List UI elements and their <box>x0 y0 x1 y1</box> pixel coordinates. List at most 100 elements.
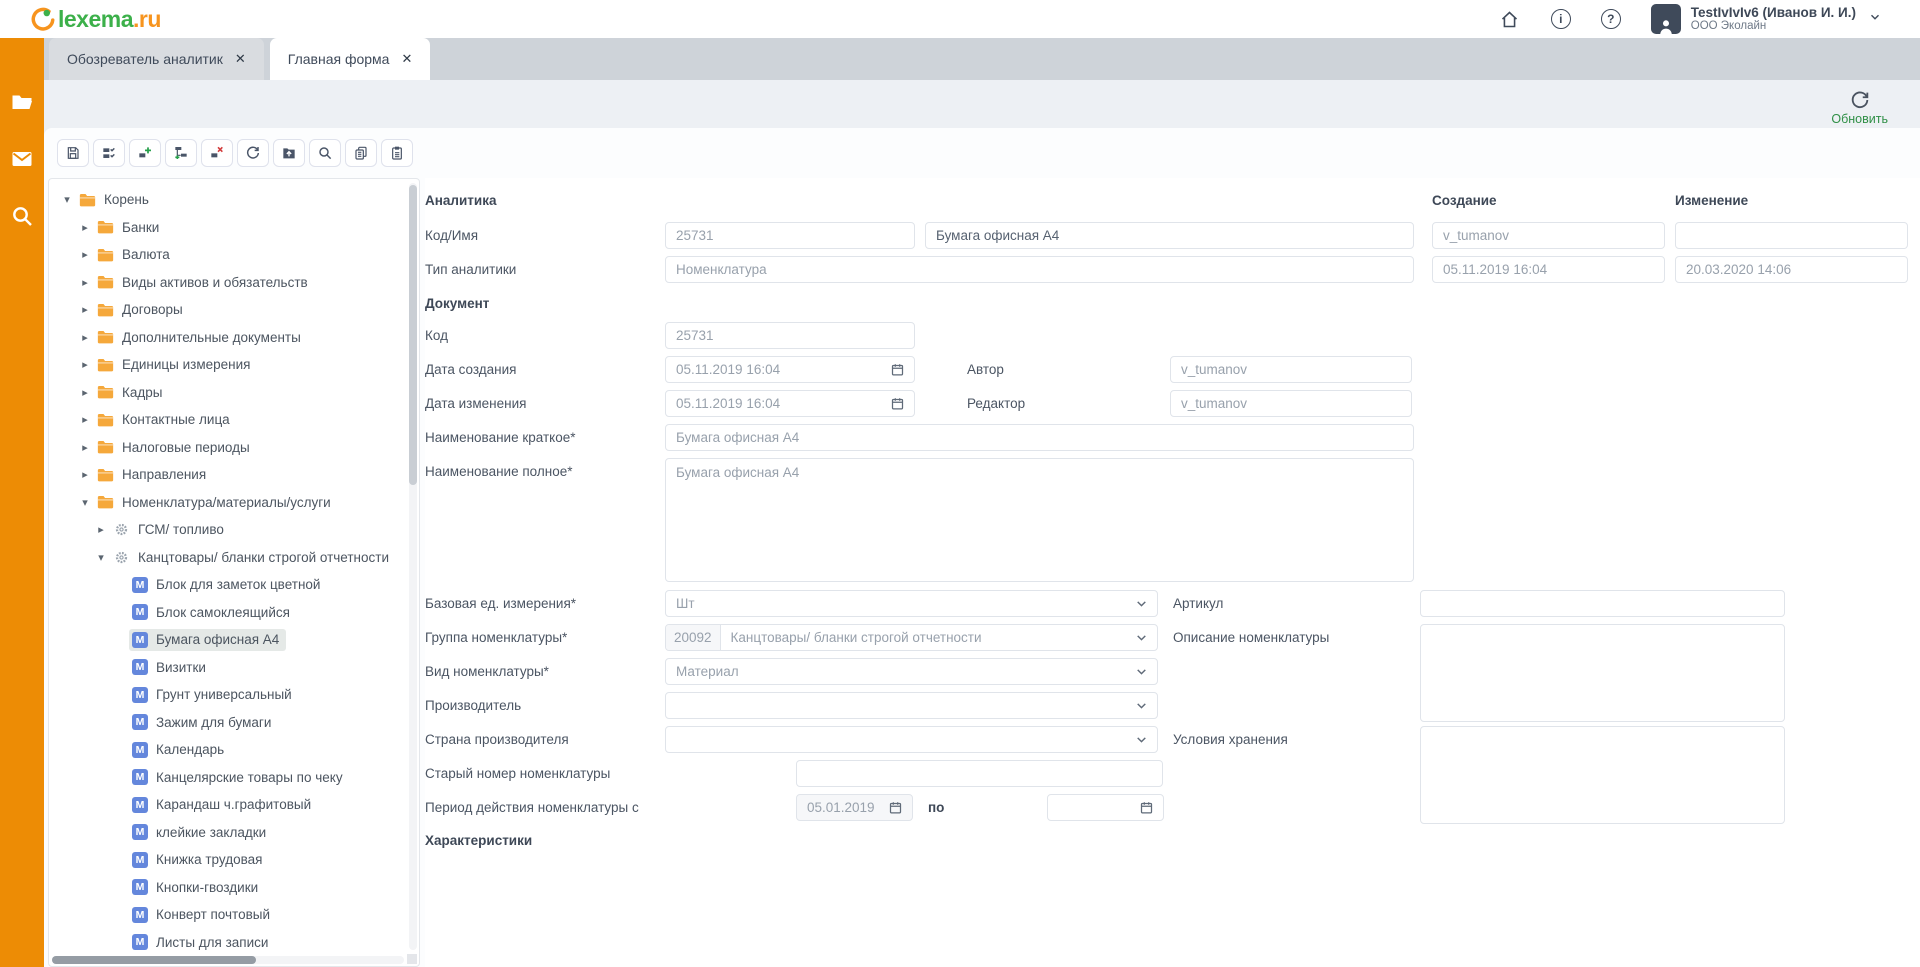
short-name-input[interactable] <box>666 425 1413 450</box>
expander-icon[interactable]: ▸ <box>82 249 88 262</box>
created-by-input[interactable] <box>1433 223 1664 248</box>
expander-icon[interactable]: ▾ <box>64 194 70 207</box>
expander-icon[interactable]: ▸ <box>82 469 88 482</box>
expander-icon[interactable]: ▸ <box>82 386 88 399</box>
full-name-textarea[interactable]: Бумага офисная А4 <box>665 458 1414 582</box>
lexema-logo[interactable]: lexema.ru <box>30 6 161 33</box>
tree-item[interactable]: M Бумага офисная А4 <box>49 626 419 654</box>
calendar-icon[interactable] <box>890 396 905 411</box>
tree-item[interactable]: ▸ Валюта <box>49 241 419 269</box>
tree-item[interactable]: ▾ Корень <box>49 186 419 214</box>
chevron-down-icon[interactable] <box>1135 597 1148 610</box>
expander-icon[interactable]: ▸ <box>82 441 88 454</box>
tree-item[interactable]: M Блок самоклеящийся <box>49 599 419 627</box>
refresh-button[interactable]: Обновить <box>1831 89 1888 126</box>
chevron-down-icon[interactable] <box>1135 665 1148 678</box>
expander-icon[interactable]: ▸ <box>98 524 104 537</box>
tree-item[interactable]: ▸ Дополнительные документы <box>49 324 419 352</box>
tree-item[interactable]: M Грунт универсальный <box>49 681 419 709</box>
tree-item[interactable]: ▸ Виды активов и обязательств <box>49 269 419 297</box>
search-button[interactable] <box>309 139 341 167</box>
tree-item[interactable]: M Календарь <box>49 736 419 764</box>
add-sibling-node-button[interactable] <box>129 139 161 167</box>
expander-icon[interactable]: ▸ <box>82 221 88 234</box>
period-from-input[interactable] <box>797 795 888 820</box>
expander-icon[interactable]: ▸ <box>82 359 88 372</box>
chevron-down-icon[interactable] <box>1135 733 1148 746</box>
storage-textarea[interactable] <box>1420 726 1785 824</box>
tree-item[interactable]: M Конверт почтовый <box>49 901 419 929</box>
tree-item[interactable]: M Карандаш ч.графитовый <box>49 791 419 819</box>
country-select[interactable] <box>666 727 1135 752</box>
save-button[interactable] <box>57 139 89 167</box>
tree-item[interactable]: M Зажим для бумаги <box>49 709 419 737</box>
tree-item[interactable]: M Книжка трудовая <box>49 846 419 874</box>
expander-icon[interactable]: ▾ <box>82 496 88 509</box>
chevron-down-icon[interactable] <box>1868 10 1882 29</box>
tree-vertical-scrollbar[interactable] <box>409 183 417 950</box>
author-input[interactable] <box>1171 357 1411 382</box>
tree-item[interactable]: M Визитки <box>49 654 419 682</box>
delete-node-button[interactable] <box>201 139 233 167</box>
close-icon[interactable]: ✕ <box>234 51 246 66</box>
tree-item[interactable]: ▸ Единицы измерения <box>49 351 419 379</box>
batch-check-button[interactable] <box>93 139 125 167</box>
tree-item[interactable]: ▸ Направления <box>49 461 419 489</box>
modified-at-input[interactable] <box>1676 257 1907 282</box>
chevron-down-icon[interactable] <box>1135 699 1148 712</box>
tab-analytics-explorer[interactable]: Обозреватель аналитик ✕ <box>49 38 264 80</box>
expander-icon[interactable]: ▸ <box>82 304 88 317</box>
paste-button[interactable] <box>381 139 413 167</box>
date-modified-input[interactable] <box>666 391 890 416</box>
code-input[interactable] <box>666 223 914 248</box>
user-menu[interactable]: TestIvIvIv6 (Иванов И. И.) ООО Эколайн <box>1650 4 1882 34</box>
tree-item[interactable]: M Канцелярские товары по чеку <box>49 764 419 792</box>
import-button[interactable] <box>273 139 305 167</box>
tree-item[interactable]: ▸ Кадры <box>49 379 419 407</box>
close-icon[interactable]: ✕ <box>401 51 413 66</box>
folder-icon[interactable] <box>10 90 34 114</box>
add-child-node-button[interactable] <box>165 139 197 167</box>
sku-input[interactable] <box>1421 591 1784 616</box>
search-icon[interactable] <box>10 204 34 228</box>
tree-item[interactable]: ▸ Контактные лица <box>49 406 419 434</box>
base-unit-select[interactable] <box>666 591 1135 616</box>
tree-item[interactable]: ▾ Номенклатура/материалы/услуги <box>49 489 419 517</box>
group-select[interactable] <box>720 625 1135 650</box>
tree-item[interactable]: M Кнопки-гвоздики <box>49 874 419 902</box>
description-textarea[interactable] <box>1420 624 1785 722</box>
calendar-icon[interactable] <box>890 362 905 377</box>
tree-item[interactable]: ▸ Договоры <box>49 296 419 324</box>
mail-icon[interactable] <box>10 147 34 171</box>
chevron-down-icon[interactable] <box>1135 631 1148 644</box>
editor-input[interactable] <box>1171 391 1411 416</box>
created-at-input[interactable] <box>1433 257 1664 282</box>
refresh-button[interactable] <box>237 139 269 167</box>
analytics-type-input[interactable] <box>666 257 1413 282</box>
info-icon[interactable]: i <box>1550 9 1571 29</box>
expander-icon[interactable]: ▾ <box>98 551 104 564</box>
tree-item[interactable]: M Блок для заметок цветной <box>49 571 419 599</box>
period-to-input[interactable] <box>1048 795 1139 820</box>
tree-item[interactable]: M Листы для записи <box>49 929 419 957</box>
old-number-input[interactable] <box>797 761 1162 786</box>
calendar-icon[interactable] <box>1139 800 1154 815</box>
tree-horizontal-scrollbar[interactable] <box>52 956 404 964</box>
tree-item[interactable]: ▸ Налоговые периоды <box>49 434 419 462</box>
expander-icon[interactable]: ▸ <box>82 331 88 344</box>
tree-item[interactable]: ▸ ГСМ/ топливо <box>49 516 419 544</box>
expander-icon[interactable]: ▸ <box>82 276 88 289</box>
doc-code-input[interactable] <box>666 323 914 348</box>
tree-item[interactable]: ▸ Банки <box>49 214 419 242</box>
tab-main-form[interactable]: Главная форма ✕ <box>269 38 431 80</box>
kind-select[interactable] <box>666 659 1135 684</box>
expander-icon[interactable]: ▸ <box>82 414 88 427</box>
home-icon[interactable] <box>1499 8 1521 30</box>
calendar-icon[interactable] <box>888 800 903 815</box>
manufacturer-select[interactable] <box>666 693 1135 718</box>
modified-by-input[interactable] <box>1676 223 1907 248</box>
copy-button[interactable] <box>345 139 377 167</box>
date-created-input[interactable] <box>666 357 890 382</box>
help-icon[interactable]: ? <box>1600 9 1621 29</box>
